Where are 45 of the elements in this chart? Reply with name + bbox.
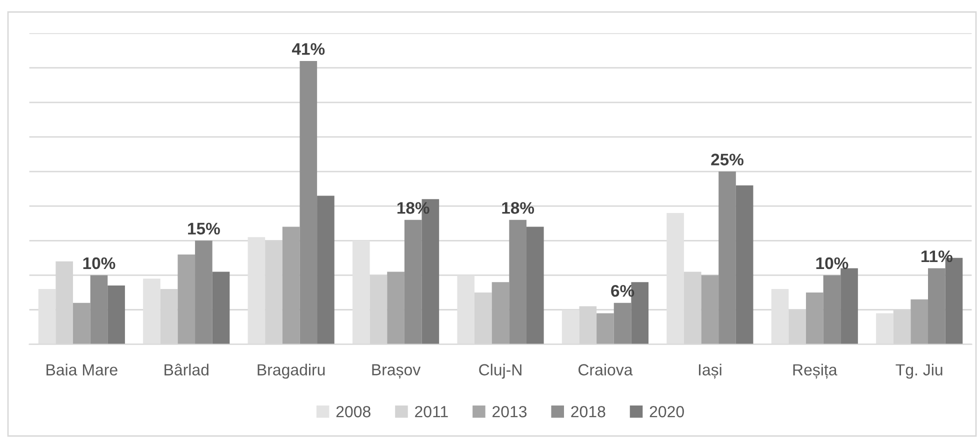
x-tick-label: Tg. Jiu <box>896 364 942 379</box>
bar <box>212 272 230 344</box>
legend-label: 2011 <box>415 406 448 418</box>
bar <box>492 282 510 344</box>
x-tick-label: Bârlad <box>164 364 208 376</box>
bar <box>108 286 125 344</box>
data-label: 18% <box>502 202 534 214</box>
bar <box>282 226 300 344</box>
bar <box>404 220 422 344</box>
legend-label: 2008 <box>336 406 370 418</box>
data-label: 41% <box>292 43 325 55</box>
x-tick-label: Bragadiru <box>258 364 325 379</box>
bar <box>701 275 719 344</box>
bar <box>910 299 928 344</box>
bar <box>823 275 841 344</box>
legend-label: 2020 <box>650 406 684 418</box>
bar <box>178 254 196 344</box>
bar <box>806 292 824 344</box>
bar <box>300 60 318 344</box>
x-tick-label: Iași <box>698 364 722 379</box>
data-label: 11% <box>921 250 952 262</box>
x-tick-label: Reșița <box>793 364 838 379</box>
bar <box>509 220 526 344</box>
bar <box>387 272 404 344</box>
data-label: 15% <box>188 222 220 235</box>
bar <box>317 196 334 344</box>
bar <box>718 172 736 344</box>
x-tick-label: Brașov <box>372 364 421 379</box>
bar <box>526 226 544 344</box>
x-tick-label: Craiova <box>578 364 633 376</box>
bar <box>90 275 108 344</box>
data-label: 10% <box>83 257 116 270</box>
bar <box>736 185 754 344</box>
x-tick-label: Baia Mare <box>46 364 118 376</box>
data-label: 25% <box>711 154 744 166</box>
legend-label: 2018 <box>571 406 606 418</box>
bar <box>614 302 632 344</box>
x-tick-label: Cluj-N <box>479 364 522 379</box>
data-label: 10% <box>816 257 848 270</box>
legend-label: 2013 <box>492 406 527 418</box>
bar <box>72 302 90 344</box>
bar <box>840 268 858 344</box>
bar <box>928 268 946 344</box>
bar <box>195 240 212 344</box>
bar <box>596 313 614 344</box>
